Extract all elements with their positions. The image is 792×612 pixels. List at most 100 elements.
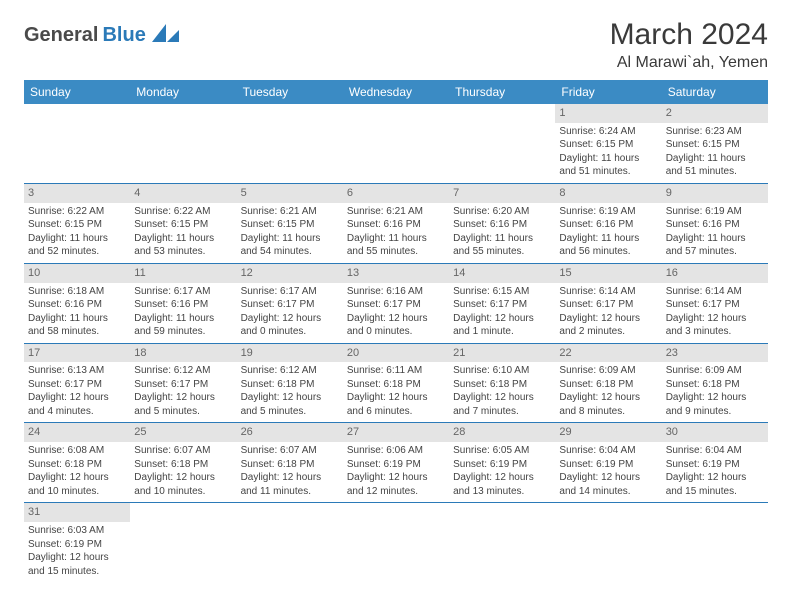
calendar-cell: 19Sunrise: 6:12 AMSunset: 6:18 PMDayligh… [237, 343, 343, 423]
sunset-text: Sunset: 6:15 PM [666, 138, 764, 152]
sunrise-text: Sunrise: 6:21 AM [241, 205, 339, 219]
calendar-cell: 20Sunrise: 6:11 AMSunset: 6:18 PMDayligh… [343, 343, 449, 423]
daylight-text: Daylight: 11 hours and 59 minutes. [134, 312, 232, 339]
sunrise-text: Sunrise: 6:17 AM [134, 285, 232, 299]
page-header: GeneralBlue March 2024 Al Marawi`ah, Yem… [24, 18, 768, 72]
logo: GeneralBlue [24, 18, 180, 47]
daylight-text: Daylight: 11 hours and 51 minutes. [666, 152, 764, 179]
sail-icon [152, 24, 180, 47]
day-number: 16 [662, 264, 768, 283]
sunrise-text: Sunrise: 6:09 AM [666, 364, 764, 378]
sunrise-text: Sunrise: 6:21 AM [347, 205, 445, 219]
sunset-text: Sunset: 6:15 PM [134, 218, 232, 232]
day-body: Sunrise: 6:13 AMSunset: 6:17 PMDaylight:… [24, 362, 130, 422]
sunset-text: Sunset: 6:15 PM [241, 218, 339, 232]
sunset-text: Sunset: 6:19 PM [559, 458, 657, 472]
calendar-cell: 25Sunrise: 6:07 AMSunset: 6:18 PMDayligh… [130, 423, 236, 503]
calendar-cell: 3Sunrise: 6:22 AMSunset: 6:15 PMDaylight… [24, 183, 130, 263]
daylight-text: Daylight: 12 hours and 11 minutes. [241, 471, 339, 498]
day-number: 10 [24, 264, 130, 283]
day-body: Sunrise: 6:17 AMSunset: 6:16 PMDaylight:… [130, 283, 236, 343]
day-body: Sunrise: 6:22 AMSunset: 6:15 PMDaylight:… [130, 203, 236, 263]
daylight-text: Daylight: 12 hours and 8 minutes. [559, 391, 657, 418]
calendar-head: SundayMondayTuesdayWednesdayThursdayFrid… [24, 80, 768, 104]
sunset-text: Sunset: 6:16 PM [666, 218, 764, 232]
day-number: 1 [555, 104, 661, 123]
day-body: Sunrise: 6:14 AMSunset: 6:17 PMDaylight:… [555, 283, 661, 343]
daylight-text: Daylight: 12 hours and 5 minutes. [134, 391, 232, 418]
day-body: Sunrise: 6:21 AMSunset: 6:15 PMDaylight:… [237, 203, 343, 263]
calendar-cell: 30Sunrise: 6:04 AMSunset: 6:19 PMDayligh… [662, 423, 768, 503]
day-number: 5 [237, 184, 343, 203]
sunset-text: Sunset: 6:17 PM [453, 298, 551, 312]
sunrise-text: Sunrise: 6:24 AM [559, 125, 657, 139]
day-number: 28 [449, 423, 555, 442]
day-number: 22 [555, 344, 661, 363]
day-body: Sunrise: 6:14 AMSunset: 6:17 PMDaylight:… [662, 283, 768, 343]
daylight-text: Daylight: 12 hours and 0 minutes. [347, 312, 445, 339]
calendar-cell: 6Sunrise: 6:21 AMSunset: 6:16 PMDaylight… [343, 183, 449, 263]
calendar-row: 17Sunrise: 6:13 AMSunset: 6:17 PMDayligh… [24, 343, 768, 423]
daylight-text: Daylight: 12 hours and 6 minutes. [347, 391, 445, 418]
sunrise-text: Sunrise: 6:05 AM [453, 444, 551, 458]
calendar-cell: 9Sunrise: 6:19 AMSunset: 6:16 PMDaylight… [662, 183, 768, 263]
day-body: Sunrise: 6:06 AMSunset: 6:19 PMDaylight:… [343, 442, 449, 502]
daylight-text: Daylight: 12 hours and 4 minutes. [28, 391, 126, 418]
day-number: 3 [24, 184, 130, 203]
sunrise-text: Sunrise: 6:12 AM [241, 364, 339, 378]
sunset-text: Sunset: 6:17 PM [28, 378, 126, 392]
day-number: 9 [662, 184, 768, 203]
daylight-text: Daylight: 12 hours and 1 minute. [453, 312, 551, 339]
day-number: 18 [130, 344, 236, 363]
calendar-cell-empty [449, 503, 555, 582]
calendar-cell: 16Sunrise: 6:14 AMSunset: 6:17 PMDayligh… [662, 263, 768, 343]
sunset-text: Sunset: 6:17 PM [666, 298, 764, 312]
sunrise-text: Sunrise: 6:17 AM [241, 285, 339, 299]
calendar-row: 3Sunrise: 6:22 AMSunset: 6:15 PMDaylight… [24, 183, 768, 263]
sunset-text: Sunset: 6:16 PM [453, 218, 551, 232]
day-body: Sunrise: 6:12 AMSunset: 6:17 PMDaylight:… [130, 362, 236, 422]
daylight-text: Daylight: 11 hours and 55 minutes. [453, 232, 551, 259]
calendar-cell: 14Sunrise: 6:15 AMSunset: 6:17 PMDayligh… [449, 263, 555, 343]
daylight-text: Daylight: 12 hours and 14 minutes. [559, 471, 657, 498]
daylight-text: Daylight: 12 hours and 15 minutes. [666, 471, 764, 498]
calendar-cell: 24Sunrise: 6:08 AMSunset: 6:18 PMDayligh… [24, 423, 130, 503]
day-body: Sunrise: 6:10 AMSunset: 6:18 PMDaylight:… [449, 362, 555, 422]
sunrise-text: Sunrise: 6:06 AM [347, 444, 445, 458]
calendar-cell: 11Sunrise: 6:17 AMSunset: 6:16 PMDayligh… [130, 263, 236, 343]
calendar-cell-empty [555, 503, 661, 582]
daylight-text: Daylight: 11 hours and 54 minutes. [241, 232, 339, 259]
sunset-text: Sunset: 6:18 PM [453, 378, 551, 392]
day-body: Sunrise: 6:07 AMSunset: 6:18 PMDaylight:… [237, 442, 343, 502]
calendar-cell: 18Sunrise: 6:12 AMSunset: 6:17 PMDayligh… [130, 343, 236, 423]
weekday-header: Thursday [449, 80, 555, 104]
sunset-text: Sunset: 6:18 PM [347, 378, 445, 392]
daylight-text: Daylight: 12 hours and 5 minutes. [241, 391, 339, 418]
calendar-cell: 31Sunrise: 6:03 AMSunset: 6:19 PMDayligh… [24, 503, 130, 582]
day-body: Sunrise: 6:18 AMSunset: 6:16 PMDaylight:… [24, 283, 130, 343]
sunset-text: Sunset: 6:16 PM [347, 218, 445, 232]
daylight-text: Daylight: 12 hours and 7 minutes. [453, 391, 551, 418]
calendar-row: 24Sunrise: 6:08 AMSunset: 6:18 PMDayligh… [24, 423, 768, 503]
day-number: 14 [449, 264, 555, 283]
calendar-cell: 22Sunrise: 6:09 AMSunset: 6:18 PMDayligh… [555, 343, 661, 423]
calendar-cell: 7Sunrise: 6:20 AMSunset: 6:16 PMDaylight… [449, 183, 555, 263]
month-title: March 2024 [610, 18, 768, 52]
sunrise-text: Sunrise: 6:22 AM [134, 205, 232, 219]
daylight-text: Daylight: 11 hours and 51 minutes. [559, 152, 657, 179]
calendar-table: SundayMondayTuesdayWednesdayThursdayFrid… [24, 80, 768, 582]
sunset-text: Sunset: 6:17 PM [134, 378, 232, 392]
day-body: Sunrise: 6:04 AMSunset: 6:19 PMDaylight:… [555, 442, 661, 502]
calendar-cell-empty [237, 104, 343, 183]
calendar-cell: 12Sunrise: 6:17 AMSunset: 6:17 PMDayligh… [237, 263, 343, 343]
day-body: Sunrise: 6:12 AMSunset: 6:18 PMDaylight:… [237, 362, 343, 422]
calendar-cell: 13Sunrise: 6:16 AMSunset: 6:17 PMDayligh… [343, 263, 449, 343]
day-body: Sunrise: 6:05 AMSunset: 6:19 PMDaylight:… [449, 442, 555, 502]
calendar-cell: 17Sunrise: 6:13 AMSunset: 6:17 PMDayligh… [24, 343, 130, 423]
sunrise-text: Sunrise: 6:07 AM [134, 444, 232, 458]
weekday-header: Tuesday [237, 80, 343, 104]
calendar-cell-empty [130, 104, 236, 183]
day-number: 25 [130, 423, 236, 442]
day-number: 27 [343, 423, 449, 442]
sunset-text: Sunset: 6:16 PM [134, 298, 232, 312]
